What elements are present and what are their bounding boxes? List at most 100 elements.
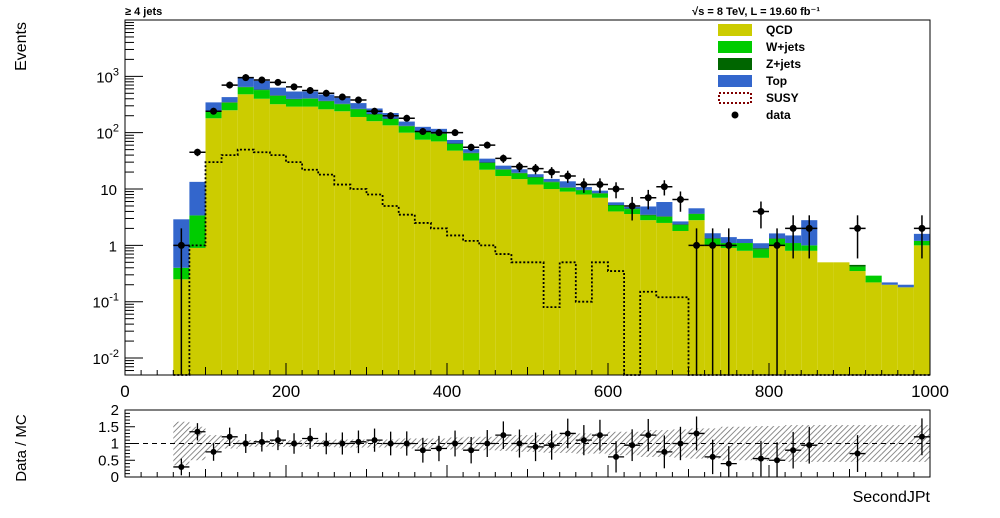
bar-wjets-17 <box>447 143 464 151</box>
bar-qcd-9 <box>318 109 335 376</box>
bar-qcd-19 <box>479 169 496 375</box>
ratio-point-34 <box>725 460 732 467</box>
bar-qcd-17 <box>447 150 464 375</box>
band-bin-44 <box>881 425 898 462</box>
x-tick-label-5: 1000 <box>911 382 949 401</box>
ratio-point-10 <box>339 440 346 447</box>
bar-qcd-42 <box>849 271 866 375</box>
ratio-point-36 <box>774 457 781 464</box>
bar-top-4 <box>237 77 254 87</box>
bar-top-7 <box>286 91 303 99</box>
data-point-2 <box>210 107 218 115</box>
bar-zjets-21 <box>511 172 528 174</box>
data-point-40 <box>918 224 926 232</box>
data-point-3 <box>226 81 234 89</box>
bar-zjets-5 <box>253 89 270 91</box>
bar-qcd-4 <box>237 94 254 375</box>
legend-swatch-0 <box>718 24 752 36</box>
bar-qcd-13 <box>382 125 399 376</box>
ratio-point-23 <box>548 442 555 449</box>
bar-qcd-11 <box>350 116 367 376</box>
bar-top-31 <box>672 221 689 225</box>
ratio-point-27 <box>613 453 620 460</box>
bar-wjets-43 <box>865 275 882 283</box>
bar-qcd-38 <box>785 250 802 375</box>
legend-swatch-2 <box>718 58 752 70</box>
bar-qcd-39 <box>801 250 818 375</box>
data-point-0 <box>177 241 185 249</box>
bar-wjets-20 <box>495 169 512 177</box>
bar-qcd-26 <box>591 197 608 375</box>
bar-qcd-44 <box>881 284 898 375</box>
ratio-point-38 <box>806 442 813 449</box>
data-point-4 <box>242 74 250 82</box>
ratio-point-8 <box>307 435 314 442</box>
ratio-point-17 <box>452 440 459 447</box>
bar-top-6 <box>269 87 286 96</box>
ratio-point-25 <box>580 437 587 444</box>
bar-qcd-28 <box>624 214 641 375</box>
ratio-point-12 <box>371 437 378 444</box>
data-point-15 <box>419 127 427 135</box>
bar-top-9 <box>318 94 335 101</box>
bar-top-27 <box>608 202 625 206</box>
bar-top-32 <box>688 208 705 214</box>
ratio-point-3 <box>226 433 233 440</box>
bar-qcd-41 <box>833 262 850 375</box>
bar-qcd-3 <box>221 110 238 375</box>
legend-label-4: SUSY <box>766 91 799 105</box>
bar-qcd-45 <box>897 287 914 375</box>
ratio-point-6 <box>274 437 281 444</box>
bar-wjets-24 <box>559 187 576 192</box>
data-point-31 <box>676 196 684 204</box>
bar-qcd-5 <box>253 98 270 375</box>
data-point-16 <box>435 129 443 137</box>
legend: QCD W+jets Z+jets Top SUSY data <box>718 23 805 122</box>
data-point-28 <box>628 202 636 210</box>
bar-qcd-6 <box>269 104 286 375</box>
data-point-13 <box>387 112 395 120</box>
ratio-y-tick-label-4: 2 <box>111 402 119 419</box>
ratio-point-15 <box>419 447 426 454</box>
bar-zjets-42 <box>849 264 866 267</box>
ratio-point-30 <box>661 448 668 455</box>
data-point-33 <box>709 241 717 249</box>
bar-wjets-31 <box>672 224 689 231</box>
ratio-point-37 <box>790 447 797 454</box>
band-bin-35 <box>736 426 753 461</box>
ratio-point-40 <box>918 433 925 440</box>
bar-qcd-25 <box>575 194 592 375</box>
bar-zjets-18 <box>463 152 480 154</box>
bar-wjets-11 <box>350 109 367 117</box>
data-point-7 <box>290 83 298 91</box>
data-point-35 <box>757 207 765 215</box>
data-point-34 <box>725 241 733 249</box>
bar-wjets-13 <box>382 118 399 126</box>
band-bin-45 <box>897 425 914 462</box>
data-point-10 <box>338 93 346 101</box>
ratio-point-4 <box>242 440 249 447</box>
bar-wjets-6 <box>269 95 286 105</box>
bar-zjets-23 <box>543 181 560 183</box>
selection-label: ≥ 4 jets <box>125 6 162 18</box>
ratio-point-28 <box>629 442 636 449</box>
x-tick-label-4: 800 <box>755 382 783 401</box>
ratio-point-18 <box>468 447 475 454</box>
data-point-25 <box>580 181 588 189</box>
data-point-21 <box>515 163 523 171</box>
data-point-36 <box>773 241 781 249</box>
bar-qcd-40 <box>817 262 834 375</box>
bar-top-20 <box>495 165 512 170</box>
bar-top-5 <box>253 80 270 90</box>
data-point-1 <box>193 148 201 156</box>
ratio-point-7 <box>291 440 298 447</box>
bar-top-35 <box>736 238 753 244</box>
bar-zjets-29 <box>640 214 657 216</box>
bar-qcd-43 <box>865 282 882 375</box>
bar-wjets-26 <box>591 193 608 198</box>
ratio-points <box>173 416 930 477</box>
bar-qcd-22 <box>527 184 544 375</box>
legend-label-3: Top <box>766 74 787 88</box>
bar-wjets-9 <box>318 101 335 110</box>
